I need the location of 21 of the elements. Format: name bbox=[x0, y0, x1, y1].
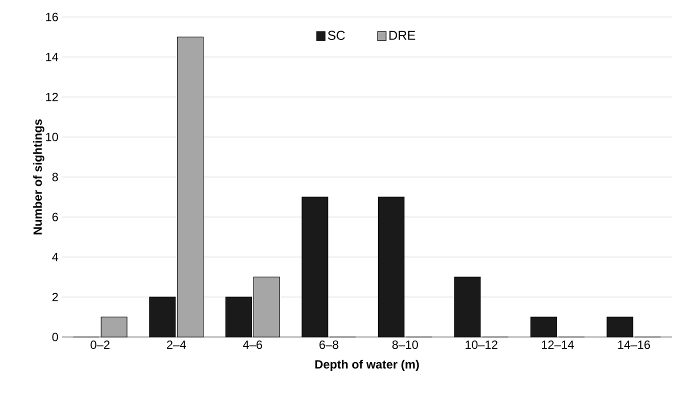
x-tick-label: 6–8 bbox=[320, 340, 338, 349]
x-tick-label: 10–12 bbox=[466, 340, 498, 349]
x-tick-label: 14–16 bbox=[618, 340, 650, 349]
y-tick-label: 2 bbox=[52, 292, 58, 302]
y-tick-label: 6 bbox=[52, 212, 58, 222]
legend-label: SC bbox=[328, 30, 345, 40]
x-tick-label: 0–2 bbox=[90, 340, 110, 349]
y-tick-label: 4 bbox=[52, 252, 58, 262]
x-tick-label: 4–6 bbox=[242, 340, 262, 349]
x-axis-title: Depth of water (m) bbox=[315, 360, 419, 371]
x-tick-label: 8–10 bbox=[392, 340, 418, 349]
x-tick-label: 2–4 bbox=[166, 340, 186, 349]
y-tick-label: 14 bbox=[46, 52, 58, 62]
y-tick-label: 0 bbox=[52, 332, 58, 342]
y-tick-label: 10 bbox=[46, 132, 58, 142]
x-tick-label: 12–14 bbox=[542, 340, 574, 349]
y-tick-label: 8 bbox=[52, 172, 58, 182]
y-axis-title: Number of sightings bbox=[33, 119, 44, 234]
y-tick-label: 16 bbox=[46, 12, 58, 22]
y-tick-label: 12 bbox=[46, 92, 58, 102]
legend-label: DRE bbox=[389, 30, 416, 40]
